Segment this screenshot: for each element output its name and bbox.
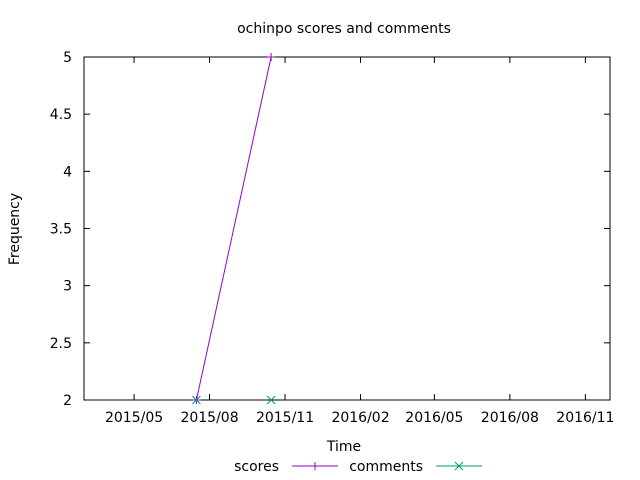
series-point-scores bbox=[267, 53, 276, 61]
y-axis-label-group: Frequency bbox=[7, 193, 23, 265]
y-tick-label: 2.5 bbox=[50, 336, 72, 352]
y-axis-label: Frequency bbox=[7, 193, 23, 265]
x-tick-label: 2015/05 bbox=[105, 410, 163, 426]
y-tick-label: 5 bbox=[63, 50, 72, 66]
y-tick-label: 2 bbox=[63, 393, 72, 409]
chart-title: ochinpo scores and comments bbox=[237, 21, 451, 37]
x-tick-label: 2015/11 bbox=[256, 410, 314, 426]
y-tick-label: 4.5 bbox=[50, 107, 72, 123]
legend: scores comments bbox=[234, 459, 482, 475]
y-tick-label: 3 bbox=[63, 279, 72, 295]
x-ticks: 2015/05 2015/08 2015/11 2016/02 2016/05 2016/… bbox=[105, 57, 614, 426]
x-tick-label: 2016/05 bbox=[405, 410, 463, 426]
x-tick-label: 2015/08 bbox=[180, 410, 238, 426]
x-tick-label: 2016/11 bbox=[556, 410, 614, 426]
x-tick-label: 2016/02 bbox=[331, 410, 389, 426]
x-tick-label: 2016/08 bbox=[481, 410, 539, 426]
y-ticks: 2 2.5 3 3.5 4 4.5 5 bbox=[50, 50, 610, 409]
series-point-comments bbox=[192, 395, 201, 405]
series-line-scores bbox=[195, 56, 272, 401]
series-point-comments bbox=[266, 395, 276, 405]
legend-marker-comments bbox=[454, 461, 464, 471]
legend-label-comments: comments bbox=[349, 459, 423, 475]
y-tick-label: 3.5 bbox=[50, 222, 72, 238]
series-layer bbox=[192, 53, 276, 405]
x-axis-label: Time bbox=[326, 439, 361, 455]
y-tick-label: 4 bbox=[63, 164, 72, 180]
legend-label-scores: scores bbox=[234, 459, 279, 475]
legend-marker-scores bbox=[311, 462, 319, 470]
